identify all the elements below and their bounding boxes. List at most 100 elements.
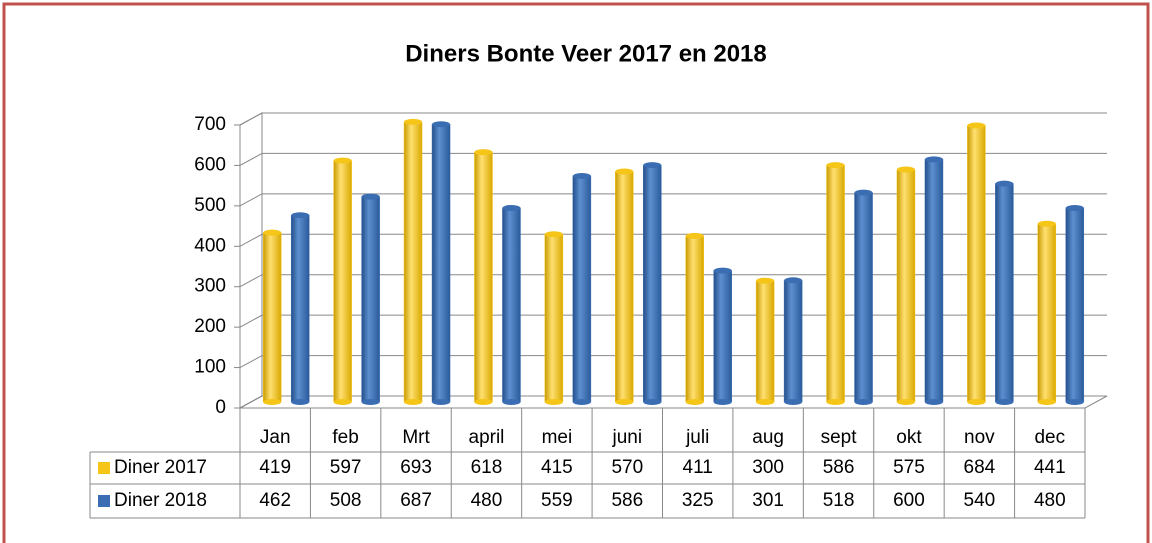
x-tick-label: okt bbox=[896, 427, 922, 448]
bar-cap bbox=[333, 157, 352, 164]
bar-cap bbox=[1065, 204, 1084, 211]
table-value: 301 bbox=[752, 490, 784, 511]
bar-base bbox=[924, 399, 943, 405]
bar bbox=[361, 196, 380, 403]
bar bbox=[967, 125, 986, 403]
bar bbox=[544, 233, 564, 403]
y-tick-label: 700 bbox=[194, 114, 226, 135]
bar-base bbox=[896, 399, 915, 405]
bar bbox=[995, 183, 1014, 403]
bar-base bbox=[333, 399, 352, 405]
table-value: 518 bbox=[823, 490, 855, 511]
grid-line bbox=[239, 395, 1107, 409]
x-tick-label: Mrt bbox=[402, 427, 430, 448]
bar-base bbox=[1037, 399, 1056, 405]
table-value: 600 bbox=[893, 490, 925, 511]
grid-line bbox=[239, 193, 1107, 207]
bar-cap bbox=[1037, 220, 1056, 227]
table-value: 419 bbox=[259, 457, 291, 478]
table-value: 540 bbox=[964, 490, 996, 511]
legend-key bbox=[98, 495, 110, 507]
bar bbox=[615, 171, 634, 403]
bar-cap bbox=[643, 162, 662, 169]
y-tick-label: 300 bbox=[194, 276, 226, 297]
bar bbox=[685, 235, 704, 403]
bar-base bbox=[826, 399, 845, 405]
bar-cap bbox=[432, 121, 451, 128]
x-tick-label: juni bbox=[612, 427, 643, 448]
bar-cap bbox=[756, 277, 775, 284]
bar-cap bbox=[854, 189, 873, 196]
bar-base bbox=[404, 399, 423, 405]
x-tick-label: april bbox=[469, 427, 505, 448]
bar bbox=[333, 160, 352, 403]
y-tick-label: 100 bbox=[194, 357, 226, 378]
bar bbox=[502, 207, 521, 403]
bar-cap bbox=[784, 277, 803, 284]
bar bbox=[826, 164, 845, 403]
table-value: 570 bbox=[611, 457, 643, 478]
bar bbox=[431, 124, 451, 403]
table-value: 411 bbox=[683, 457, 713, 478]
bar-cap bbox=[685, 232, 704, 239]
bar-cap bbox=[291, 212, 310, 219]
x-tick-label: nov bbox=[964, 427, 995, 448]
bar bbox=[643, 164, 662, 403]
bar-base bbox=[756, 399, 775, 405]
bar-cap bbox=[896, 166, 915, 173]
table-value: 618 bbox=[471, 457, 503, 478]
table-value: 325 bbox=[682, 490, 714, 511]
bar-cap bbox=[615, 168, 634, 175]
grid-line bbox=[239, 355, 1107, 369]
bar-base bbox=[361, 399, 380, 405]
table-value: 687 bbox=[400, 490, 432, 511]
bar bbox=[854, 192, 873, 403]
bar-cap bbox=[502, 204, 521, 211]
bar-base bbox=[572, 399, 591, 405]
bar-base bbox=[291, 399, 310, 405]
bar-cap bbox=[967, 122, 986, 129]
bar-base bbox=[854, 399, 873, 405]
bar-base bbox=[967, 399, 986, 405]
bar-base bbox=[1065, 399, 1084, 405]
table-value: 684 bbox=[964, 457, 996, 478]
table-value: 480 bbox=[1034, 490, 1066, 511]
bar-base bbox=[474, 399, 493, 405]
bar-base bbox=[502, 399, 521, 405]
bar-base bbox=[784, 399, 803, 405]
bar-base bbox=[615, 399, 634, 405]
bar bbox=[290, 214, 310, 403]
bar-base bbox=[995, 399, 1014, 405]
bar bbox=[755, 280, 775, 403]
bar-cap bbox=[572, 173, 591, 180]
table-value: 300 bbox=[752, 457, 784, 478]
grid-line bbox=[239, 152, 1107, 166]
y-tick-label: 0 bbox=[215, 397, 226, 418]
bar-cap bbox=[995, 180, 1014, 187]
table-value: 693 bbox=[400, 457, 432, 478]
table-value: 597 bbox=[330, 457, 362, 478]
bar-cap bbox=[826, 162, 845, 169]
bar-cap bbox=[544, 231, 563, 238]
y-tick-label: 500 bbox=[194, 195, 226, 216]
legend-key bbox=[98, 462, 110, 474]
bar-cap bbox=[924, 156, 943, 163]
y-tick-label: 600 bbox=[194, 154, 226, 175]
bar bbox=[713, 270, 732, 403]
grid-line bbox=[239, 233, 1107, 247]
x-tick-label: dec bbox=[1034, 427, 1065, 448]
bar bbox=[896, 169, 916, 403]
bar bbox=[924, 159, 944, 403]
table-value: 508 bbox=[330, 490, 362, 511]
bar-base bbox=[713, 399, 732, 405]
legend-label: Diner 2018 bbox=[114, 490, 207, 511]
bar bbox=[1065, 207, 1085, 403]
grid-line bbox=[239, 314, 1107, 328]
table-value: 462 bbox=[259, 490, 291, 511]
table-value: 559 bbox=[541, 490, 573, 511]
x-tick-label: feb bbox=[332, 427, 358, 448]
chart-title: Diners Bonte Veer 2017 en 2018 bbox=[405, 40, 767, 67]
bar-base bbox=[685, 399, 704, 405]
